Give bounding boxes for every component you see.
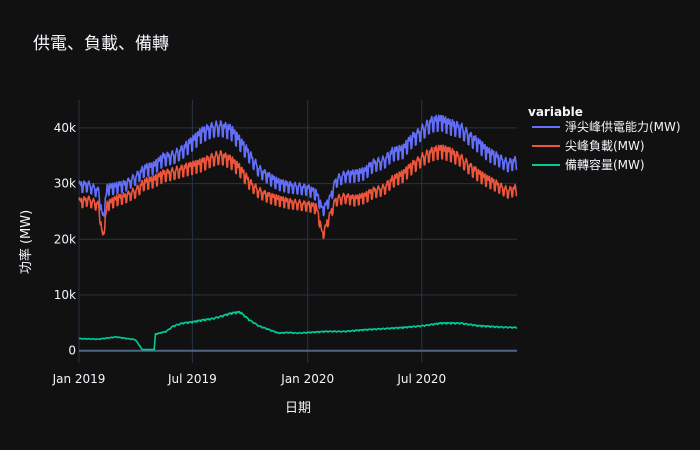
y-axis-ticks: 0 10k 20k 30k 40k — [54, 121, 76, 358]
chart-title: 供電、負載、備轉 — [33, 34, 169, 54]
y-axis-title: 功率 (MW) — [18, 210, 34, 274]
legend-label: 淨尖峰供電能力(MW) — [565, 120, 681, 134]
legend-item[interactable]: 淨尖峰供電能力(MW) — [532, 120, 681, 134]
legend-item[interactable]: 備轉容量(MW) — [532, 157, 645, 172]
x-tick-label: Jul 2019 — [167, 372, 217, 386]
legend-item[interactable]: 尖峰負載(MW) — [532, 139, 645, 153]
series-lines — [78, 114, 518, 351]
y-tick-label: 30k — [54, 177, 76, 191]
legend-label: 備轉容量(MW) — [565, 157, 645, 172]
y-tick-label: 40k — [54, 121, 76, 135]
y-tick-label: 10k — [54, 288, 76, 302]
legend-label: 尖峰負載(MW) — [565, 139, 645, 153]
y-tick-label: 20k — [54, 232, 76, 246]
series-line-3 — [78, 310, 518, 351]
series-line-2 — [78, 144, 518, 240]
x-tick-label: Jan 2019 — [52, 372, 106, 386]
legend[interactable]: variable 淨尖峰供電能力(MW) 尖峰負載(MW) 備轉容量(MW) — [528, 105, 681, 172]
x-axis-ticks: Jan 2019 Jul 2019 Jan 2020 Jul 2020 — [52, 372, 447, 386]
y-tick-label: 0 — [68, 344, 76, 358]
legend-title: variable — [528, 105, 583, 119]
x-tick-label: Jan 2020 — [280, 372, 334, 386]
x-axis-title: 日期 — [285, 401, 311, 416]
series-line-1 — [78, 114, 518, 217]
x-tick-label: Jul 2020 — [396, 372, 446, 386]
